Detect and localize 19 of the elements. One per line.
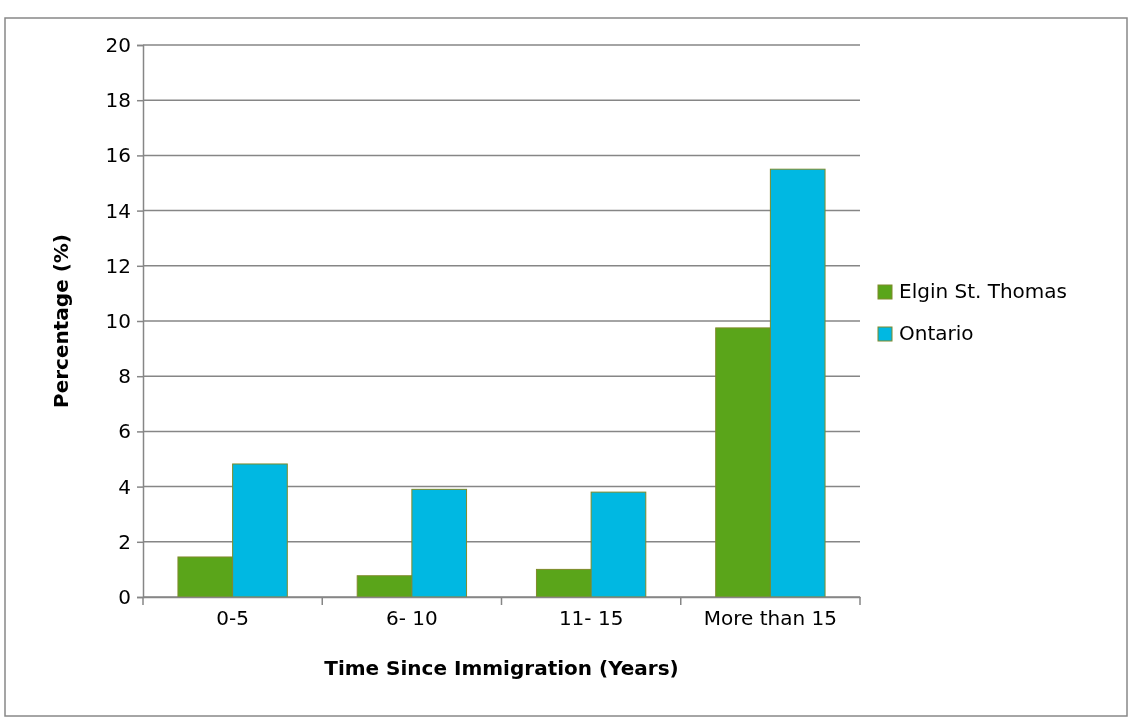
x-tick-label: 11- 15 — [558, 606, 624, 631]
y-tick-label: 8 — [118, 364, 131, 389]
x-axis-title: Time Since Immigration (Years) — [324, 656, 679, 680]
y-tick-label: 4 — [118, 474, 131, 499]
y-axis-title: Percentage (%) — [49, 234, 73, 408]
legend-label: Elgin St. Thomas — [899, 279, 1068, 303]
x-tick-label: 6- 10 — [386, 606, 438, 631]
y-tick-label: 14 — [105, 198, 131, 223]
y-tick-label: 6 — [118, 419, 131, 444]
legend-label: Ontario — [899, 321, 974, 345]
x-tick-label: 0-5 — [216, 606, 249, 631]
y-tick-label: 18 — [105, 88, 131, 113]
y-tick-label: 16 — [105, 143, 131, 168]
x-tick-label: More than 15 — [703, 606, 837, 631]
y-tick-label: 12 — [105, 253, 131, 278]
y-tick-label: 2 — [118, 529, 131, 554]
y-tick-label: 10 — [105, 308, 131, 333]
y-tick-label: 0 — [118, 584, 131, 609]
y-tick-label: 20 — [105, 32, 131, 57]
